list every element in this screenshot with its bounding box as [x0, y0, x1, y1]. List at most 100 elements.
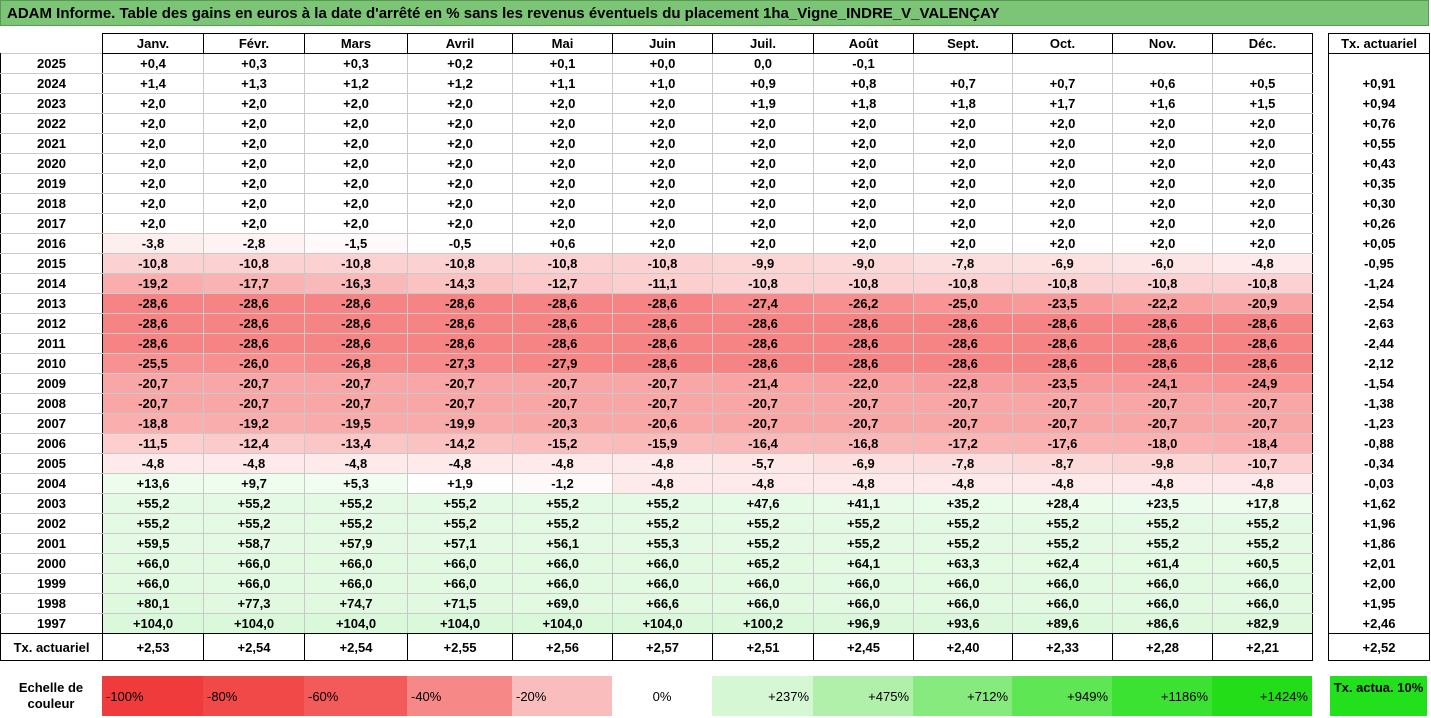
month-header: Juil. — [712, 33, 814, 54]
color-scale-swatch: -100% — [102, 676, 203, 716]
gain-cell: -9,8 — [1112, 453, 1213, 474]
month-header: Déc. — [1212, 33, 1313, 54]
gain-cell: -28,6 — [813, 333, 914, 354]
gain-cell: +2,0 — [913, 133, 1013, 154]
gain-cell: -4,8 — [203, 453, 305, 474]
gain-cell — [1012, 53, 1113, 74]
table-row: 2003 +55,2 +55,2 +55,2 +55,2 +55,2 +55,2 +47,6 +… — [0, 493, 1313, 514]
month-header: Mars — [304, 33, 408, 54]
year-label: 2013 — [0, 293, 103, 314]
gain-cell: +2,0 — [304, 153, 408, 174]
gain-cell: -16,4 — [712, 433, 814, 454]
gain-cell: -20,7 — [1112, 413, 1213, 434]
gain-cell: +35,2 — [913, 493, 1013, 514]
gain-cell: +1,2 — [407, 73, 513, 94]
gain-cell: +69,0 — [512, 593, 613, 614]
gain-cell: -27,9 — [512, 353, 613, 374]
gain-cell: +2,0 — [1112, 133, 1213, 154]
month-header: Juin — [612, 33, 713, 54]
actuarial-rate-cell — [1328, 53, 1430, 74]
gain-cell: -10,7 — [1212, 453, 1313, 474]
gain-cell: +55,2 — [407, 493, 513, 514]
gain-cell: +2,0 — [1112, 193, 1213, 214]
gain-cell: +65,2 — [712, 553, 814, 574]
gain-cell: -4,8 — [612, 473, 713, 494]
year-label: 2009 — [0, 373, 103, 394]
table-row: 1999 +66,0 +66,0 +66,0 +66,0 +66,0 +66,0 +66,0 +… — [0, 573, 1313, 594]
gain-cell: +66,0 — [913, 573, 1013, 594]
table-row: 2019 +2,0 +2,0 +2,0 +2,0 +2,0 +2,0 +2,0 +2,0 +2,0… — [0, 173, 1313, 194]
gain-cell: +66,0 — [1012, 573, 1113, 594]
gain-cell: -6,0 — [1112, 253, 1213, 274]
actuarial-rate-cell: +1,96 — [1328, 513, 1430, 534]
gain-cell: -28,6 — [304, 293, 408, 314]
gain-cell: -20,7 — [913, 393, 1013, 414]
gain-cell: +2,0 — [913, 153, 1013, 174]
gain-cell: +55,2 — [407, 513, 513, 534]
gain-cell: +0,2 — [407, 53, 513, 74]
gain-cell: -20,7 — [512, 373, 613, 394]
gain-cell: +2,0 — [712, 193, 814, 214]
gain-cell: +77,3 — [203, 593, 305, 614]
gain-cell: -14,2 — [407, 433, 513, 454]
gain-cell: +2,0 — [304, 113, 408, 134]
gain-cell: +66,0 — [512, 573, 613, 594]
gain-cell: +0,8 — [813, 73, 914, 94]
color-scale-legend: Echelle de couleur -100% -80% -60% -40% -20%… — [0, 676, 1312, 716]
gain-cell: -19,2 — [203, 413, 305, 434]
gain-cell: +2,0 — [813, 133, 914, 154]
year-label: 2012 — [0, 313, 103, 334]
footer-rate-cell: +2,55 — [407, 633, 513, 661]
gain-cell: -20,7 — [304, 373, 408, 394]
actuarial-rate-cell: +0,26 — [1328, 213, 1430, 234]
gain-cell: -18,8 — [102, 413, 204, 434]
gain-cell: +2,0 — [712, 233, 814, 254]
gain-cell: -28,6 — [813, 313, 914, 334]
gain-cell: +55,2 — [1112, 513, 1213, 534]
gain-cell: -28,6 — [407, 313, 513, 334]
gain-cell: +66,0 — [1212, 573, 1313, 594]
gain-cell: +2,0 — [813, 173, 914, 194]
gain-cell: +1,3 — [203, 73, 305, 94]
gain-cell: +66,0 — [612, 553, 713, 574]
table-row: 2025 +0,4 +0,3 +0,3 +0,2 +0,1 +0,0 0,0 -0,1 — [0, 53, 1313, 74]
year-label: 2020 — [0, 153, 103, 174]
gain-cell: +2,0 — [612, 113, 713, 134]
gain-cell: -6,9 — [813, 453, 914, 474]
gain-cell: -21,4 — [712, 373, 814, 394]
gain-cell: -28,6 — [512, 313, 613, 334]
gain-cell: -17,7 — [203, 273, 305, 294]
gain-cell: +2,0 — [512, 173, 613, 194]
gain-cell: -11,5 — [102, 433, 204, 454]
gain-cell: -18,0 — [1112, 433, 1213, 454]
actuarial-rate-cell: +1,62 — [1328, 493, 1430, 514]
gain-cell: +2,0 — [512, 133, 613, 154]
gain-cell: -10,8 — [102, 253, 204, 274]
gain-cell: +2,0 — [712, 113, 814, 134]
actuarial-rate-cell: -2,44 — [1328, 333, 1430, 354]
table-row: 1998 +80,1 +77,3 +74,7 +71,5 +69,0 +66,6 +66,0 +… — [0, 593, 1313, 614]
gain-cell: +2,0 — [913, 213, 1013, 234]
report-title: ADAM Informe. Table des gains en euros à… — [0, 0, 1429, 26]
gain-cell: -28,6 — [913, 353, 1013, 374]
gain-cell: -28,6 — [612, 293, 713, 314]
year-label: 2014 — [0, 273, 103, 294]
gain-cell: -4,8 — [1112, 473, 1213, 494]
gain-cell: +2,0 — [203, 193, 305, 214]
footer-rate-cell: +2,54 — [203, 633, 305, 661]
gain-cell: -0,1 — [813, 53, 914, 74]
gain-cell: -20,7 — [1212, 413, 1313, 434]
actuarial-rate-cell: +0,76 — [1328, 113, 1430, 134]
gain-cell: -26,8 — [304, 353, 408, 374]
gain-cell: +2,0 — [102, 193, 204, 214]
gain-cell: +2,0 — [612, 93, 713, 114]
gain-cell: +5,3 — [304, 473, 408, 494]
gain-cell: +66,0 — [407, 553, 513, 574]
gain-cell: -10,8 — [813, 273, 914, 294]
gain-cell: -28,6 — [203, 333, 305, 354]
gain-cell: +2,0 — [813, 193, 914, 214]
gain-cell: -10,8 — [407, 253, 513, 274]
footer-rate-cell: +2,45 — [813, 633, 914, 661]
color-scale-swatch: -60% — [304, 676, 407, 716]
gain-cell: +2,0 — [407, 153, 513, 174]
